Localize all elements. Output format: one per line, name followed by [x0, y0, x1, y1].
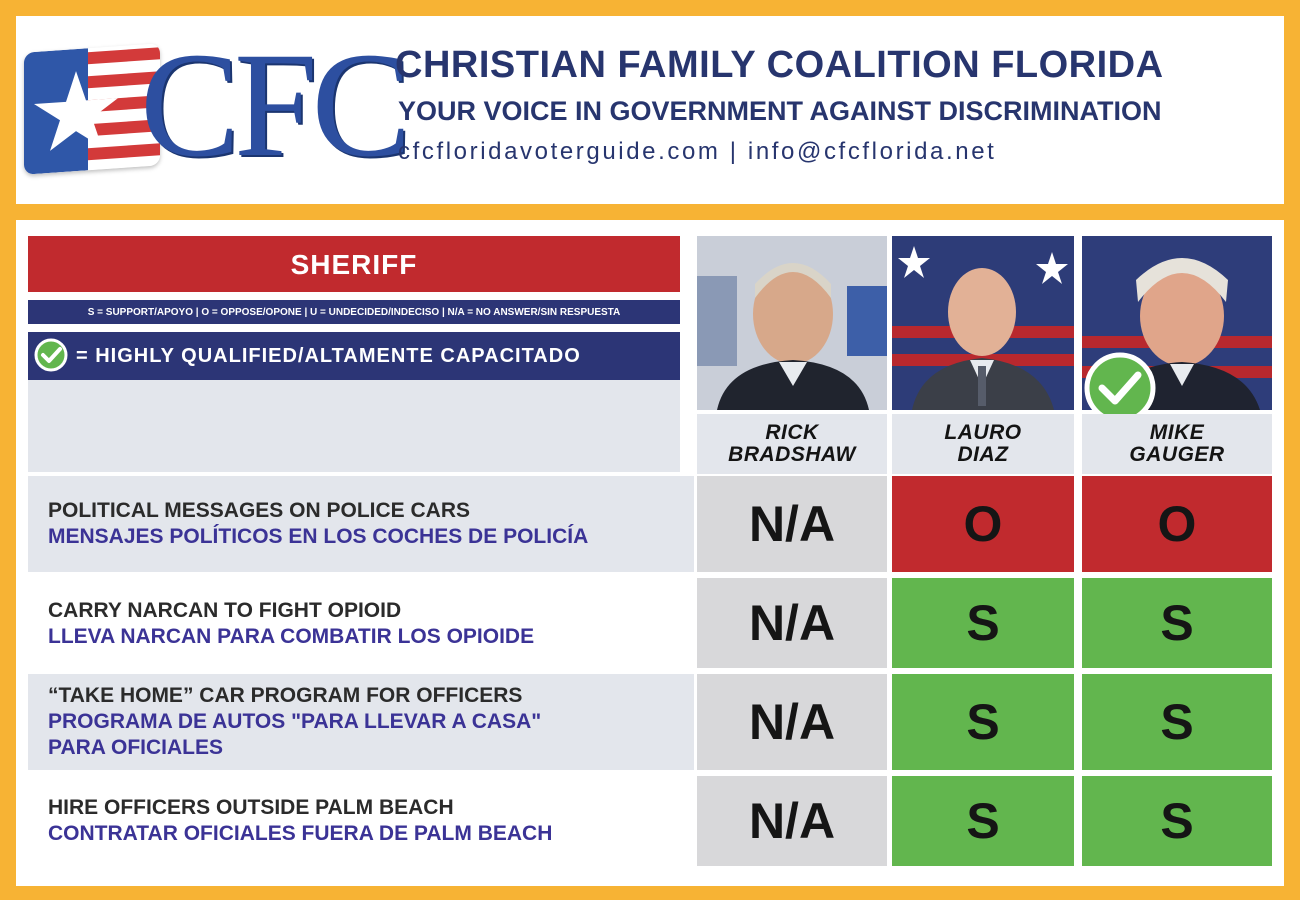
candidate-name-1: RICK BRADSHAW [697, 414, 887, 474]
candidate-first-name: RICK [765, 421, 819, 444]
qualified-legend-text: = HIGHLY QUALIFIED/ALTAMENTE CAPACITADO [76, 345, 581, 367]
issue-row-2: CARRY NARCAN TO FIGHT OPIOID LLEVA NARCA… [28, 578, 694, 670]
org-tagline: YOUR VOICE IN GOVERNMENT AGAINST DISCRIM… [398, 96, 1162, 126]
answer-cell: S [1082, 776, 1272, 866]
answer-cell: S [892, 674, 1074, 770]
office-title: SHERIFF [28, 236, 680, 292]
header-spacer [28, 380, 680, 472]
candidate-name-2: LAURO DIAZ [892, 414, 1074, 474]
candidate-photo-2 [892, 236, 1074, 410]
answer-cell: N/A [697, 776, 887, 866]
candidate-last-name: GAUGER [1129, 443, 1225, 466]
issue-row-3: “TAKE HOME” CAR PROGRAM FOR OFFICERS PRO… [28, 674, 694, 770]
issue-english: “TAKE HOME” CAR PROGRAM FOR OFFICERS [48, 684, 523, 707]
answer-legend: S = SUPPORT/APOYO | O = OPPOSE/OPONE | U… [28, 300, 680, 324]
answer-cell: N/A [697, 674, 887, 770]
answer-cell: O [892, 476, 1074, 572]
check-circle-icon [34, 338, 68, 372]
candidate-photo-1 [697, 236, 887, 410]
org-contact: cfcfloridavoterguide.com | info@cfcflori… [398, 138, 997, 165]
issue-row-4: HIRE OFFICERS OUTSIDE PALM BEACH CONTRAT… [28, 774, 694, 868]
answer-cell: S [892, 578, 1074, 668]
issue-english: POLITICAL MESSAGES ON POLICE CARS [48, 499, 470, 522]
candidate-first-name: LAURO [944, 421, 1022, 444]
qualified-legend: = HIGHLY QUALIFIED/ALTAMENTE CAPACITADO [28, 332, 680, 380]
org-name: CHRISTIAN FAMILY COALITION FLORIDA [395, 44, 1164, 86]
issue-spanish-continued: PARA OFICIALES [48, 736, 224, 759]
answer-cell: O [1082, 476, 1272, 572]
candidate-first-name: MIKE [1149, 421, 1205, 444]
issue-english: CARRY NARCAN TO FIGHT OPIOID [48, 599, 402, 622]
flag-star-logo-icon [24, 43, 160, 175]
issue-spanish: MENSAJES POLÍTICOS EN LOS COCHES DE POLI… [48, 525, 589, 548]
issue-spanish: CONTRATAR OFICIALES FUERA DE PALM BEACH [48, 822, 553, 845]
answer-cell: S [892, 776, 1074, 866]
answer-cell: S [1082, 578, 1272, 668]
answer-cell: N/A [697, 476, 887, 572]
candidate-last-name: BRADSHAW [728, 443, 856, 466]
candidate-last-name: DIAZ [957, 443, 1009, 466]
cfc-logo-letters: CFC [140, 22, 412, 188]
candidate-name-3: MIKE GAUGER [1082, 414, 1272, 474]
issue-spanish: PROGRAMA DE AUTOS "PARA LLEVAR A CASA" [48, 710, 542, 733]
answer-cell: N/A [697, 578, 887, 668]
issue-spanish: LLEVA NARCAN PARA COMBATIR LOS OPIOIDE [48, 625, 535, 648]
issue-row-1: POLITICAL MESSAGES ON POLICE CARS MENSAJ… [28, 476, 694, 572]
header-banner [16, 16, 1284, 204]
answer-cell: S [1082, 674, 1272, 770]
issue-english: HIRE OFFICERS OUTSIDE PALM BEACH [48, 796, 454, 819]
